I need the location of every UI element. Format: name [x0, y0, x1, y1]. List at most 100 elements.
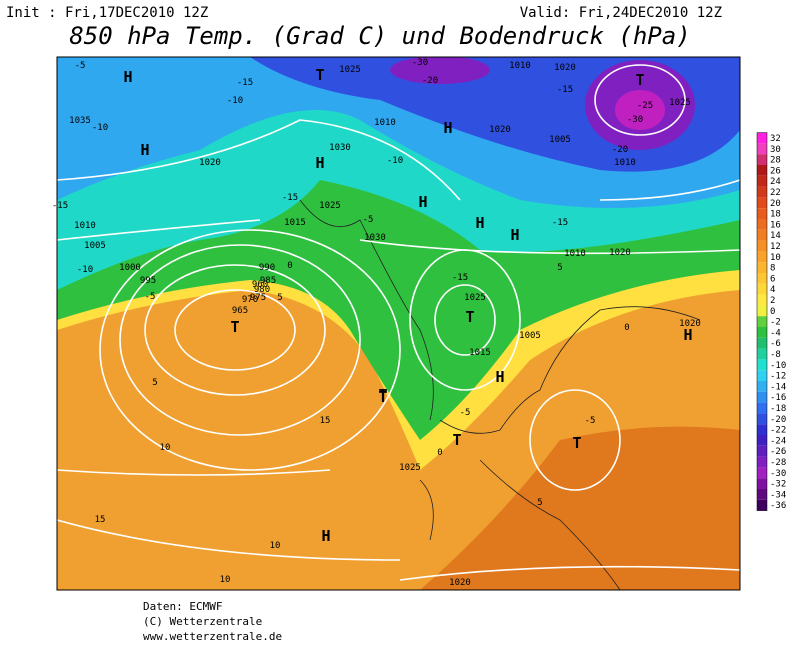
isobar [529, 389, 621, 491]
scale-label: -28 [770, 458, 786, 468]
scale-label: -26 [770, 447, 786, 457]
contour-label: 1020 [449, 578, 471, 588]
contour-label: -15 [52, 201, 68, 211]
scale-label: 20 [770, 199, 781, 209]
isobar [57, 119, 740, 581]
contour-label: 1020 [679, 319, 701, 329]
contour-label: 1020 [199, 158, 221, 168]
contour-label: 1035 [69, 116, 91, 126]
contour-label: 1010 [614, 158, 636, 168]
map-frame [56, 56, 741, 591]
scale-swatch [757, 413, 767, 425]
contour-label: 1000 [119, 263, 141, 273]
scale-label: 24 [770, 177, 781, 187]
scale-swatch [757, 467, 767, 479]
contour-label: 1025 [669, 98, 691, 108]
contour-label: 1020 [554, 63, 576, 73]
scale-label: -14 [770, 382, 786, 392]
scale-swatch [757, 132, 767, 144]
contour-label: 1005 [84, 241, 106, 251]
contour-label: 995 [140, 276, 156, 286]
contour-label: 1030 [364, 233, 386, 243]
scale-swatch [757, 478, 767, 489]
contour-label: 5 [537, 498, 542, 508]
pressure-center: T [635, 71, 644, 89]
scale-swatch [757, 294, 767, 306]
footer-line: Daten: ECMWF [143, 600, 222, 613]
contour-label: -15 [237, 78, 253, 88]
pressure-center: T [230, 318, 239, 336]
cold-pool [390, 57, 490, 84]
scale-swatch [757, 251, 767, 263]
scale-swatch [757, 391, 767, 403]
contour-label: 5 [152, 378, 157, 388]
isobar [119, 244, 361, 436]
isobar [174, 289, 296, 371]
scale-swatch [757, 435, 767, 446]
scale-swatch [757, 445, 767, 457]
contour-label: -10 [387, 156, 403, 166]
scale-label: -36 [770, 501, 786, 511]
contour-label: 990 [259, 263, 275, 273]
scale-label: 10 [770, 253, 781, 263]
scale-label: -4 [770, 328, 781, 338]
init-time: Init : Fri,17DEC2010 12Z [6, 5, 208, 21]
scale-swatch [757, 337, 767, 349]
scale-swatch [757, 489, 767, 500]
contour-label: 960 [252, 280, 268, 290]
scale-label: -34 [770, 490, 786, 500]
scale-label: -30 [770, 469, 786, 479]
pressure-center: H [140, 141, 149, 159]
contour-label: 1025 [399, 463, 421, 473]
valid-time: Valid: Fri,24DEC2010 12Z [520, 5, 722, 21]
map-title: 850 hPa Temp. (Grad C) und Bodendruck (h… [69, 22, 690, 50]
scale-swatch [757, 273, 767, 284]
color-scale: 32302826242220181614121086420-2-4-6-8-10… [756, 132, 786, 511]
warmer-field [420, 426, 740, 590]
pressure-center: T [465, 308, 474, 326]
contour-label: 10 [160, 443, 171, 453]
contour-label: -5 [460, 408, 471, 418]
contour-label: 1010 [374, 118, 396, 128]
contour-label: 975 [250, 293, 266, 303]
coastline [299, 199, 701, 590]
scale-label: 16 [770, 220, 781, 230]
scale-swatch [757, 348, 767, 360]
contour-label: -5 [145, 292, 156, 302]
contour-label: -5 [363, 215, 374, 225]
contour-label: -15 [552, 218, 568, 228]
pressure-center: H [443, 119, 452, 137]
scale-swatch [757, 143, 767, 155]
contour-label: 1025 [339, 65, 361, 75]
map-labels: HHTHHTHTTHHHTTHHTT1025103010201035101010… [52, 58, 701, 588]
scale-label: 6 [770, 274, 775, 284]
pressure-center: H [123, 68, 132, 86]
scale-swatch [757, 499, 767, 511]
scale-label: 26 [770, 166, 781, 176]
contour-label: 1005 [549, 135, 571, 145]
scale-label: 14 [770, 231, 781, 241]
pressure-center: H [510, 226, 519, 244]
scale-label: 18 [770, 210, 781, 220]
contour-label: 1015 [469, 348, 491, 358]
contour-label: 985 [260, 276, 276, 286]
isobar [434, 284, 496, 356]
pressure-center: T [572, 434, 581, 452]
scale-swatch [757, 154, 767, 165]
contour-label: 15 [320, 416, 331, 426]
scale-swatch [757, 186, 767, 198]
scale-swatch [757, 316, 767, 327]
isobar [144, 264, 326, 396]
contour-label: -25 [637, 101, 653, 111]
scale-swatch [757, 359, 767, 371]
contour-label: 5 [277, 293, 282, 303]
isobar [594, 64, 686, 136]
contour-label: -5 [585, 416, 596, 426]
contour-label: 1010 [509, 61, 531, 71]
scale-swatch [757, 219, 767, 230]
contour-label: -15 [557, 85, 573, 95]
scale-label: 8 [770, 264, 775, 274]
contour-label: -10 [92, 123, 108, 133]
scale-label: -24 [770, 436, 786, 446]
pressure-center: H [495, 368, 504, 386]
